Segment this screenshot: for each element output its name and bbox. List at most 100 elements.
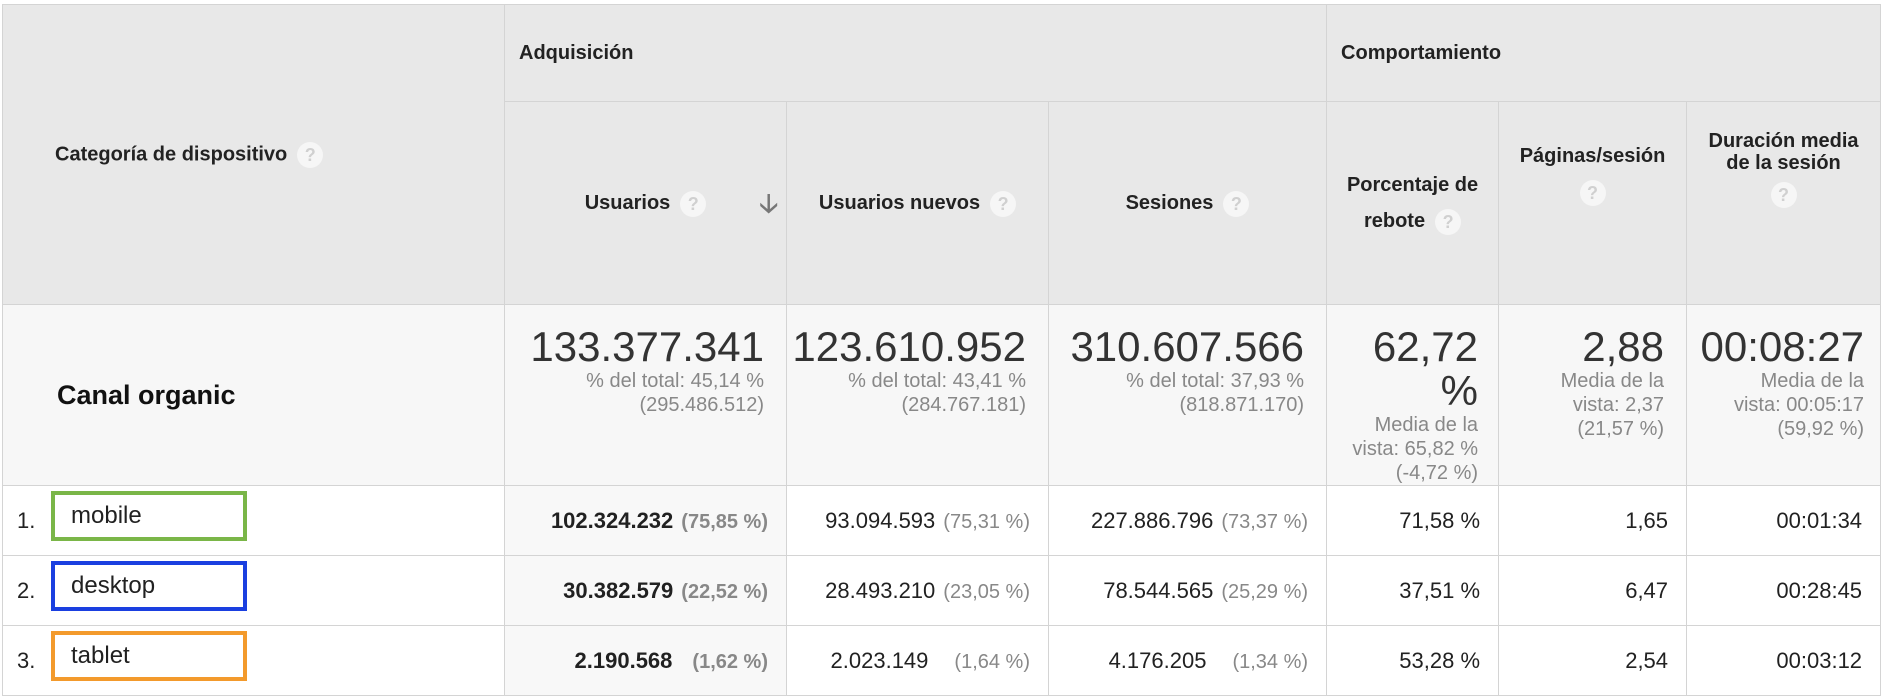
pages-cell: 2,54 bbox=[1498, 625, 1688, 696]
row-number: 3. bbox=[17, 647, 36, 673]
new-users-percent: (75,31 %) bbox=[943, 510, 1030, 533]
sessions-percent: (25,29 %) bbox=[1221, 580, 1309, 603]
bounce-cell: 53,28 % bbox=[1326, 625, 1500, 696]
new-users-value: 28.493.210 bbox=[825, 577, 936, 603]
totals-bounce-value: 62,72 % bbox=[1372, 323, 1479, 414]
column-header-bounce-label-1: Porcentaje de bbox=[1346, 174, 1479, 196]
users-percent: (75,85 %) bbox=[681, 510, 768, 533]
new-users-value: 93.094.593 bbox=[825, 507, 936, 533]
column-header-bounce-label-2: rebote bbox=[1363, 210, 1426, 232]
totals-bounce-avg-3: (-4,72 %) bbox=[1395, 462, 1479, 484]
column-header-new-users-label: Usuarios nuevos bbox=[818, 192, 981, 214]
table-row: 2. desktop 30.382.579 (22,52 %) 28.493.21… bbox=[2, 555, 1882, 626]
totals-users: 133.377.341 % del total: 45,14 % (295.48… bbox=[504, 304, 787, 486]
column-header-users[interactable]: Usuarios? 🡣 bbox=[504, 101, 787, 305]
group-header-acquisition: Adquisición bbox=[503, 4, 1328, 102]
users-value: 2.190.568 bbox=[574, 647, 673, 673]
duration-cell: 00:03:12 bbox=[1686, 625, 1882, 696]
row-number: 2. bbox=[17, 577, 36, 603]
users-percent: (22,52 %) bbox=[681, 580, 768, 603]
users-percent: (1,62 %) bbox=[692, 650, 768, 673]
help-icon[interactable]: ? bbox=[1435, 208, 1462, 235]
users-cell: 102.324.232 (75,85 %) bbox=[504, 485, 787, 556]
totals-pages-value: 2,88 bbox=[1582, 323, 1665, 370]
sessions-value: 78.544.565 bbox=[1103, 577, 1214, 603]
dimension-header[interactable]: Categoría de dispositivo? bbox=[2, 4, 505, 305]
sessions-cell: 4.176.205 (1,34 %) bbox=[1047, 625, 1328, 696]
totals-users-overall: (295.486.512) bbox=[639, 394, 764, 416]
totals-pages-avg-1: Media de la bbox=[1560, 370, 1665, 392]
device-link-tablet[interactable]: tablet bbox=[51, 631, 247, 681]
column-header-duration-label-1: Duración media bbox=[1708, 130, 1859, 152]
sessions-percent: (1,34 %) bbox=[1232, 650, 1309, 673]
new-users-percent: (1,64 %) bbox=[954, 650, 1030, 673]
totals-sessions-share: % del total: 37,93 % bbox=[1126, 370, 1305, 392]
sessions-percent: (73,37 %) bbox=[1221, 510, 1309, 533]
column-header-duration-label-2: de la sesión bbox=[1726, 152, 1841, 174]
new-users-value: 2.023.149 bbox=[830, 647, 929, 673]
new-users-cell: 28.493.210 (23,05 %) bbox=[786, 555, 1049, 626]
totals-sessions-value: 310.607.566 bbox=[1070, 323, 1305, 370]
totals-bounce: 62,72 % Media de la vista: 65,82 % (-4,7… bbox=[1326, 304, 1500, 486]
column-header-bounce-rate[interactable]: Porcentaje de rebote? bbox=[1326, 101, 1500, 305]
row-number: 1. bbox=[17, 507, 36, 533]
users-cell: 30.382.579 (22,52 %) bbox=[504, 555, 787, 626]
totals-new-users-overall: (284.767.181) bbox=[901, 394, 1026, 416]
sessions-value: 227.886.796 bbox=[1090, 507, 1214, 533]
table-row: 1. mobile 102.324.232 (75,85 %) 93.094.59… bbox=[2, 485, 1882, 556]
totals-duration-avg-3: (59,92 %) bbox=[1777, 418, 1865, 440]
pages-cell: 6,47 bbox=[1498, 555, 1688, 626]
column-header-pages-label: Páginas/sesión bbox=[1519, 145, 1666, 167]
totals-new-users-value: 123.610.952 bbox=[792, 323, 1026, 370]
totals-pages-avg-3: (21,57 %) bbox=[1577, 418, 1665, 440]
bounce-cell: 37,51 % bbox=[1326, 555, 1500, 626]
totals-users-share: % del total: 45,14 % bbox=[586, 370, 764, 392]
bounce-cell: 71,58 % bbox=[1326, 485, 1500, 556]
dimension-header-label: Categoría de dispositivo bbox=[55, 142, 288, 165]
sessions-cell: 227.886.796 (73,37 %) bbox=[1047, 485, 1328, 556]
totals-duration-value: 00:08:27 bbox=[1700, 323, 1865, 370]
report-table: Categoría de dispositivo? Adquisición Co… bbox=[2, 4, 1882, 696]
new-users-cell: 93.094.593 (75,31 %) bbox=[786, 485, 1049, 556]
help-icon[interactable]: ? bbox=[680, 190, 707, 217]
help-icon[interactable]: ? bbox=[1223, 190, 1250, 217]
totals-sessions-overall: (818.871.170) bbox=[1179, 394, 1305, 416]
analytics-report: Categoría de dispositivo? Adquisición Co… bbox=[2, 4, 1882, 696]
column-header-new-users[interactable]: Usuarios nuevos? bbox=[786, 101, 1049, 305]
dimension-cell: 3. tablet bbox=[2, 625, 505, 696]
new-users-percent: (23,05 %) bbox=[943, 580, 1030, 603]
help-icon[interactable]: ? bbox=[297, 141, 324, 168]
help-icon[interactable]: ? bbox=[990, 190, 1017, 217]
totals-pages: 2,88 Media de la vista: 2,37 (21,57 %) bbox=[1498, 304, 1688, 486]
duration-cell: 00:28:45 bbox=[1686, 555, 1882, 626]
totals-bounce-avg-1: Media de la bbox=[1374, 414, 1479, 436]
totals-pages-avg-2: vista: 2,37 bbox=[1572, 394, 1665, 416]
totals-duration-avg-1: Media de la bbox=[1760, 370, 1865, 392]
totals-bounce-avg-2: vista: 65,82 % bbox=[1352, 438, 1479, 460]
totals-new-users: 123.610.952 % del total: 43,41 % (284.76… bbox=[786, 304, 1049, 486]
table-row: 3. tablet 2.190.568 (1,62 %) 2.023.149 (1,… bbox=[2, 625, 1882, 696]
pages-cell: 1,65 bbox=[1498, 485, 1688, 556]
new-users-cell: 2.023.149 (1,64 %) bbox=[786, 625, 1049, 696]
totals-new-users-share: % del total: 43,41 % bbox=[848, 370, 1026, 392]
users-value: 102.324.232 bbox=[550, 507, 674, 533]
column-header-pages-per-session[interactable]: Páginas/sesión ? bbox=[1498, 101, 1688, 305]
column-header-sessions[interactable]: Sesiones? bbox=[1047, 101, 1328, 305]
totals-label: Canal organic bbox=[2, 304, 505, 486]
column-header-avg-session-duration[interactable]: Duración media de la sesión ? bbox=[1686, 101, 1882, 305]
duration-cell: 00:01:34 bbox=[1686, 485, 1882, 556]
help-icon[interactable]: ? bbox=[1770, 182, 1797, 208]
device-link-desktop[interactable]: desktop bbox=[51, 561, 247, 611]
dimension-cell: 2. desktop bbox=[2, 555, 505, 626]
sessions-cell: 78.544.565 (25,29 %) bbox=[1047, 555, 1328, 626]
users-cell: 2.190.568 (1,62 %) bbox=[504, 625, 787, 696]
totals-sessions: 310.607.566 % del total: 37,93 % (818.87… bbox=[1047, 304, 1328, 486]
column-header-sessions-label: Sesiones bbox=[1125, 192, 1214, 214]
help-icon[interactable]: ? bbox=[1579, 179, 1606, 206]
totals-duration: 00:08:27 Media de la vista: 00:05:17 (59… bbox=[1686, 304, 1882, 486]
device-link-mobile[interactable]: mobile bbox=[51, 491, 247, 541]
group-header-behavior: Comportamiento bbox=[1326, 4, 1882, 102]
column-header-users-label: Usuarios bbox=[584, 192, 671, 214]
dimension-cell: 1. mobile bbox=[2, 485, 505, 556]
sort-descending-icon[interactable]: 🡣 bbox=[759, 188, 778, 218]
